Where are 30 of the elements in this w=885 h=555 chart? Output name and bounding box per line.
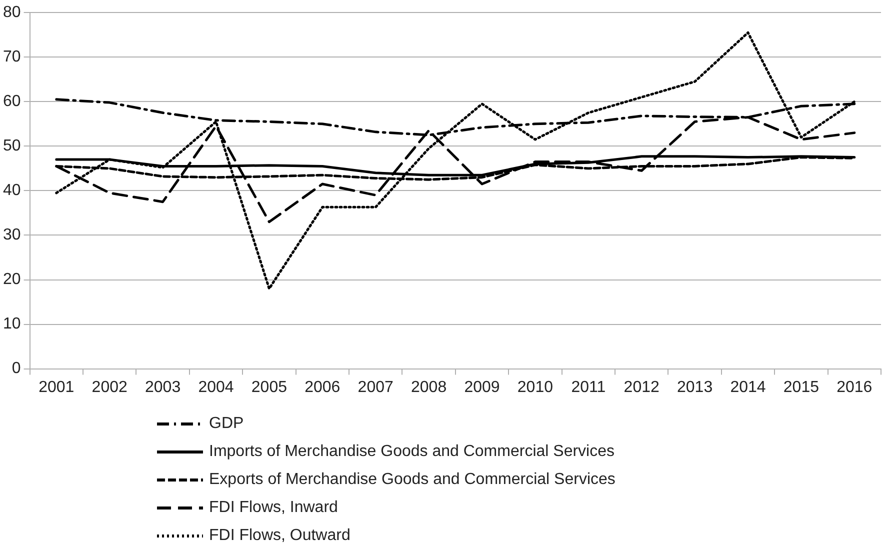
legend-label: FDI Flows, Inward (209, 499, 338, 517)
legend-label: Imports of Merchandise Goods and Commercial Services (209, 443, 614, 461)
x-tick-label: 2005 (251, 378, 288, 396)
x-tick-label: 2016 (836, 378, 872, 396)
x-tick-label: 2007 (358, 378, 394, 396)
y-tick-label: 30 (3, 226, 21, 244)
y-tick-label: 20 (3, 271, 21, 288)
x-tick-label: 2001 (38, 378, 74, 396)
x-tick-label: 2011 (571, 378, 606, 396)
y-tick-label: 40 (3, 182, 21, 200)
legend-label: FDI Flows, Outward (209, 527, 350, 545)
x-tick-label: 2008 (411, 378, 447, 396)
x-tick-label: 2013 (677, 378, 713, 396)
legend-label: GDP (209, 415, 244, 433)
x-tick-label: 2012 (624, 378, 660, 396)
x-tick-label: 2002 (92, 378, 128, 396)
y-tick-label: 70 (3, 48, 21, 66)
x-tick-label: 2003 (145, 378, 181, 396)
y-tick-label: 10 (3, 316, 21, 333)
x-tick-label: 2009 (464, 378, 500, 396)
y-tick-label: 0 (12, 360, 21, 378)
x-tick-label: 2004 (198, 378, 234, 396)
x-tick-label: 2006 (304, 378, 340, 396)
y-tick-label: 50 (3, 138, 21, 155)
x-tick-label: 2015 (783, 378, 820, 396)
y-tick-label: 60 (3, 93, 21, 110)
y-tick-label: 80 (3, 4, 21, 22)
x-tick-label: 2010 (517, 378, 554, 396)
legend-label: Exports of Merchandise Goods and Commercial Services (209, 471, 616, 489)
x-tick-label: 2014 (730, 378, 766, 396)
